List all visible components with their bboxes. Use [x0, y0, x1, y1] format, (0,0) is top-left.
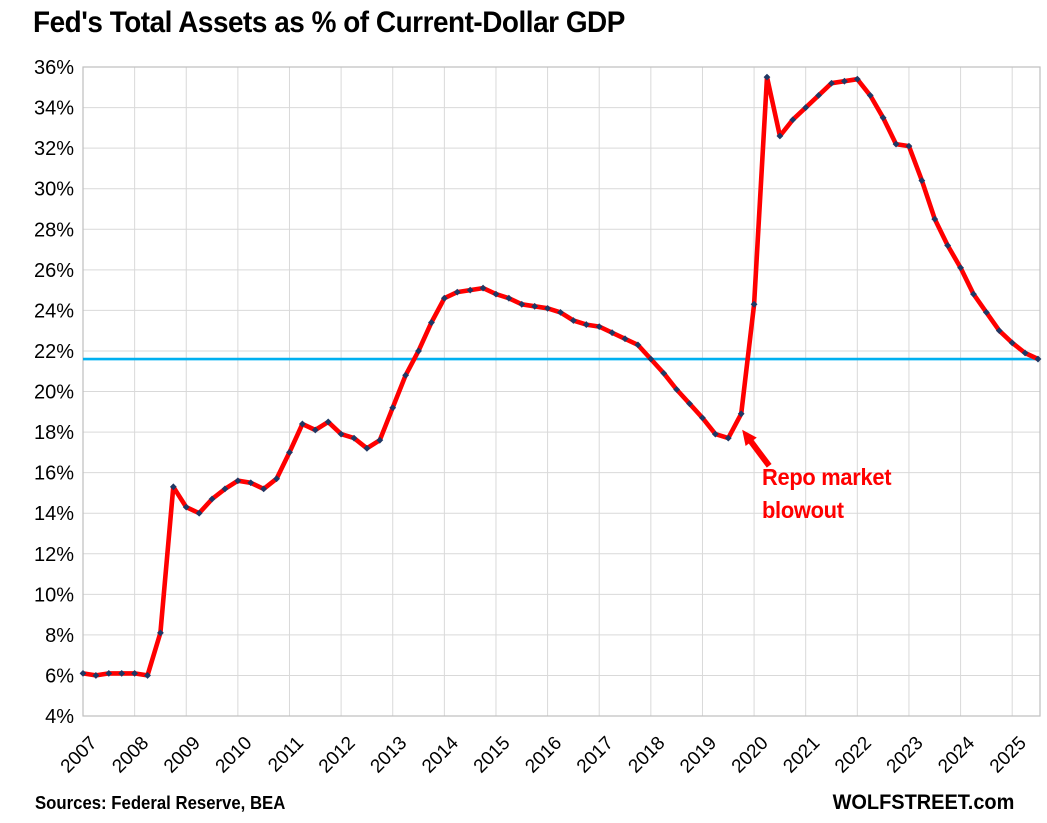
x-tick-label: 2024	[934, 732, 979, 777]
x-tick-label: 2016	[521, 733, 566, 778]
y-tick-label: 12%	[34, 544, 74, 566]
footer-sources: Sources: Federal Reserve, BEA	[35, 793, 286, 813]
y-tick-label: 18%	[34, 422, 74, 444]
series-markers	[79, 73, 1042, 679]
x-tick-label: 2007	[57, 733, 102, 778]
x-tick-label: 2022	[831, 733, 876, 778]
x-tick-label: 2013	[367, 733, 412, 778]
x-tick-label: 2009	[160, 733, 205, 778]
annotation-line-2: blowout	[762, 497, 844, 523]
plot-border	[82, 66, 1041, 717]
annotation-repo-market-blowout: Repo market blowout	[762, 461, 892, 527]
x-tick-label: 2019	[676, 733, 721, 778]
y-tick-label: 26%	[34, 260, 74, 282]
y-tick-label: 8%	[45, 625, 74, 647]
x-tick-label: 2011	[264, 733, 308, 777]
y-tick-label: 10%	[34, 584, 74, 606]
x-tick-label: 2017	[573, 733, 618, 778]
y-tick-label: 6%	[45, 665, 74, 687]
y-tick-label: 24%	[34, 300, 74, 322]
x-tick-label: 2014	[418, 732, 463, 777]
x-tick-label: 2018	[625, 733, 670, 778]
x-tick-label: 2023	[883, 733, 928, 778]
y-tick-label: 20%	[34, 382, 74, 404]
annotation-arrow	[742, 429, 772, 468]
x-tick-label: 2015	[470, 733, 515, 778]
y-tick-label: 16%	[34, 463, 74, 485]
y-tick-label: 28%	[34, 219, 74, 241]
y-tick-label: 36%	[34, 57, 74, 79]
x-tick-label: 2008	[108, 733, 153, 778]
y-tick-label: 34%	[34, 98, 74, 120]
y-tick-label: 14%	[34, 503, 74, 525]
gridlines	[83, 67, 1040, 716]
y-tick-label: 4%	[45, 706, 74, 728]
chart-title: Fed's Total Assets as % of Current-Dolla…	[33, 6, 625, 39]
x-tick-label: 2010	[212, 733, 257, 778]
x-axis-labels: 2007 2008 2009 2010 2011 2012 2013 2014 2015 2016…	[57, 732, 1031, 777]
y-tick-label: 22%	[34, 341, 74, 363]
y-tick-label: 32%	[34, 138, 74, 160]
x-tick-label: 2025	[986, 733, 1031, 778]
x-tick-label: 2020	[728, 733, 773, 778]
y-axis-labels: 36% 34% 32% 30% 28% 26% 24% 22% 20% 18% 16% 14% 12% 1…	[34, 57, 74, 728]
annotation-line-1: Repo market	[762, 464, 892, 490]
x-tick-label: 2021	[779, 733, 824, 778]
y-tick-label: 30%	[34, 179, 74, 201]
series-line	[80, 74, 1041, 678]
footer-brand-wolfstreet: WOLFSTREET.com	[832, 791, 1014, 814]
x-tick-label: 2012	[315, 733, 360, 778]
